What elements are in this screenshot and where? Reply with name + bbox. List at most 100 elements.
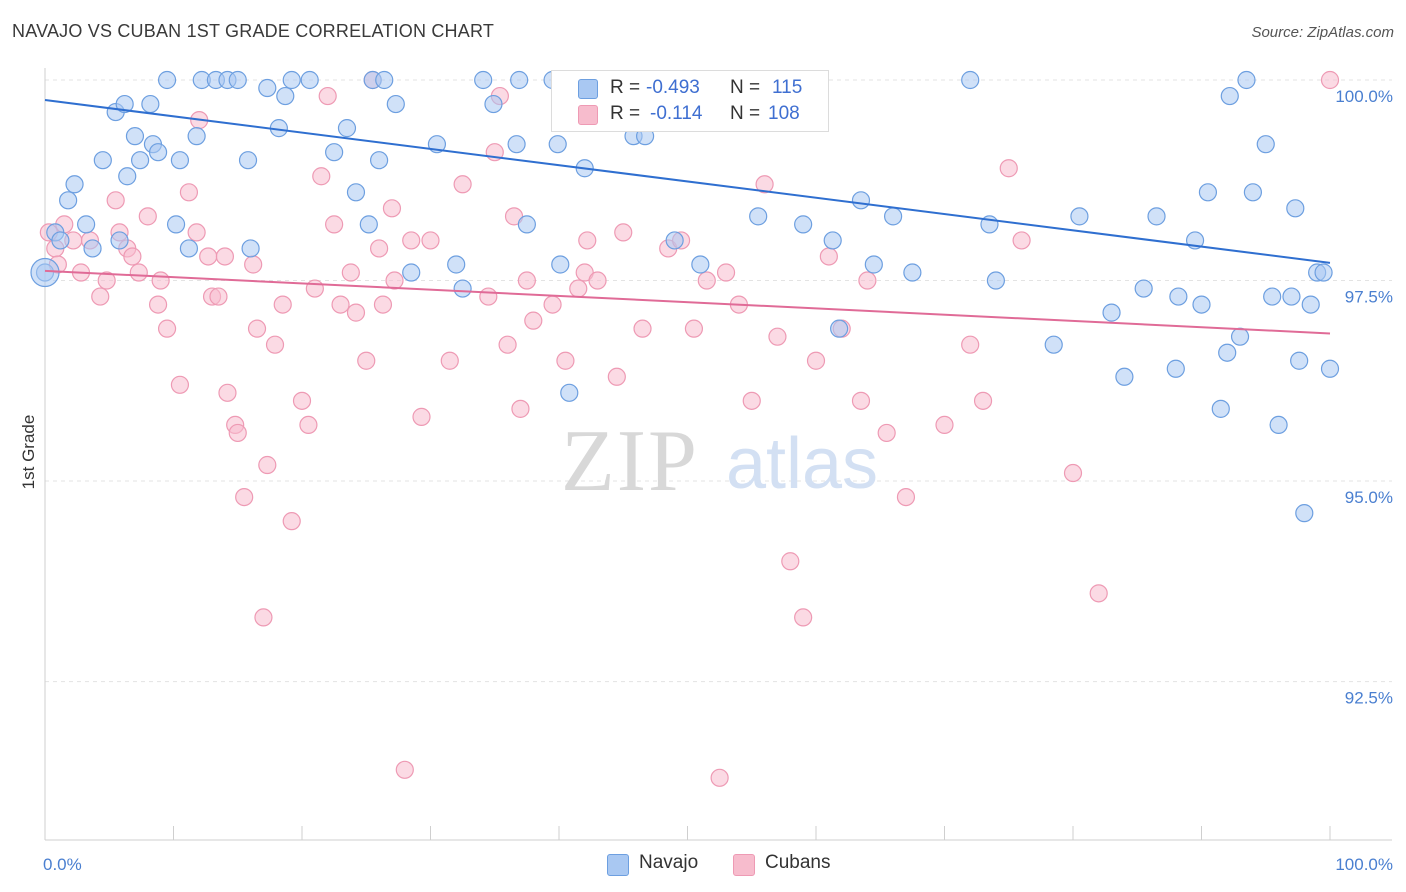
r-value: -0.114 (650, 103, 703, 124)
axes (44, 68, 1392, 841)
cubans-point (569, 279, 588, 298)
navajo-point (125, 127, 145, 146)
cubans-point (341, 263, 360, 282)
navajo-point (851, 191, 871, 210)
cubans-swatch (578, 105, 598, 125)
navajo-point (548, 135, 567, 154)
navajo-swatch (578, 79, 598, 99)
cubans-point (91, 287, 110, 306)
cubans-point (235, 487, 254, 507)
navajo-point (1115, 367, 1134, 386)
navajo-point (1044, 335, 1063, 354)
cubans-point (755, 175, 774, 194)
watermark-zip: ZIP (561, 413, 699, 510)
navajo-point (1301, 295, 1320, 314)
cubans-point (479, 287, 498, 306)
navajo-point (903, 263, 922, 282)
cubans-point (504, 207, 524, 226)
navajo-point (474, 70, 493, 90)
correlation-legend: R = -0.493 N = 115 R = -0.114 N = 108 (551, 70, 829, 132)
navajo-point (1220, 86, 1239, 106)
navajo-point (370, 151, 389, 170)
navajo-point (115, 94, 134, 114)
navajo-point (51, 231, 70, 250)
navajo-point (258, 78, 277, 98)
navajo-point (447, 255, 466, 274)
navajo-point (166, 215, 186, 234)
cubans-point (896, 487, 916, 507)
navajo-point (1211, 399, 1230, 418)
navajo-point (986, 271, 1006, 290)
navajo-point (1263, 287, 1282, 306)
cubans-point (318, 86, 337, 106)
watermark: ZIP atlas (561, 413, 878, 510)
cubans-point (157, 319, 177, 338)
cubans-point (282, 512, 301, 531)
navajo-point (346, 183, 366, 202)
navajo-point (507, 135, 526, 154)
navajo-point (1256, 135, 1275, 154)
navajo-point (551, 255, 570, 274)
cubans-point (877, 423, 896, 443)
cubans-point (254, 608, 273, 627)
chart-title: NAVAJO VS CUBAN 1ST GRADE CORRELATION CH… (12, 21, 495, 41)
navajo-point (1286, 199, 1305, 218)
cubans-point (370, 239, 389, 258)
cubans-point (292, 391, 312, 410)
navajo-point (325, 143, 344, 162)
cubans-point (697, 271, 716, 290)
n-value: 115 (772, 77, 803, 98)
navajo-point (560, 383, 579, 402)
n-value: 108 (768, 103, 800, 124)
navajo-point (110, 231, 129, 250)
navajo-point (282, 70, 301, 90)
x-tick-label: 100.0% (1335, 855, 1393, 874)
cubans-point (607, 367, 626, 386)
source-credit: Source: ZipAtlas.com (1251, 24, 1394, 41)
navajo-point (276, 86, 295, 106)
cubans-point (781, 552, 800, 571)
cubans-legend-label: Cubans (765, 852, 831, 873)
cubans-point (373, 295, 393, 314)
cubans-point (578, 231, 597, 250)
navajo-point (77, 215, 96, 234)
cubans-point (346, 303, 366, 322)
navajo-point (179, 239, 199, 258)
navajo-point (141, 94, 160, 114)
navajo-point (1282, 287, 1301, 306)
cubans-point (170, 375, 190, 394)
cubans-point (858, 271, 877, 290)
y-tick-label: 100.0% (1335, 87, 1393, 106)
navajo-point (794, 215, 813, 234)
cubans-point (199, 247, 218, 266)
navajo-point (402, 263, 421, 282)
cubans-point (395, 760, 414, 779)
cubans-point (851, 391, 871, 410)
navajo-point (148, 143, 168, 162)
navajo-point (130, 151, 150, 170)
navajo-point (157, 70, 177, 90)
cubans-point (357, 351, 376, 370)
cubans-point (716, 263, 736, 282)
navajo-point (1102, 303, 1121, 322)
cubans-point (385, 271, 404, 290)
y-axis-label: 1st Grade (19, 415, 38, 490)
navajo-point (1243, 183, 1263, 202)
cubans-point (633, 319, 652, 338)
cubans-point (935, 415, 954, 435)
cubans-point (794, 608, 813, 627)
navajo-point (238, 151, 258, 170)
navajo-point (961, 70, 980, 90)
cubans-point (187, 223, 206, 242)
cubans-point (382, 199, 402, 218)
cubans-point (556, 351, 575, 370)
cubans-point (543, 295, 562, 314)
cubans-point (258, 455, 277, 475)
n-label: N = (730, 103, 761, 124)
cubans-point (517, 271, 536, 290)
gridlines (45, 79, 1392, 683)
cubans-point (421, 231, 440, 250)
cubans-point (265, 335, 285, 354)
navajo-point (65, 175, 84, 194)
